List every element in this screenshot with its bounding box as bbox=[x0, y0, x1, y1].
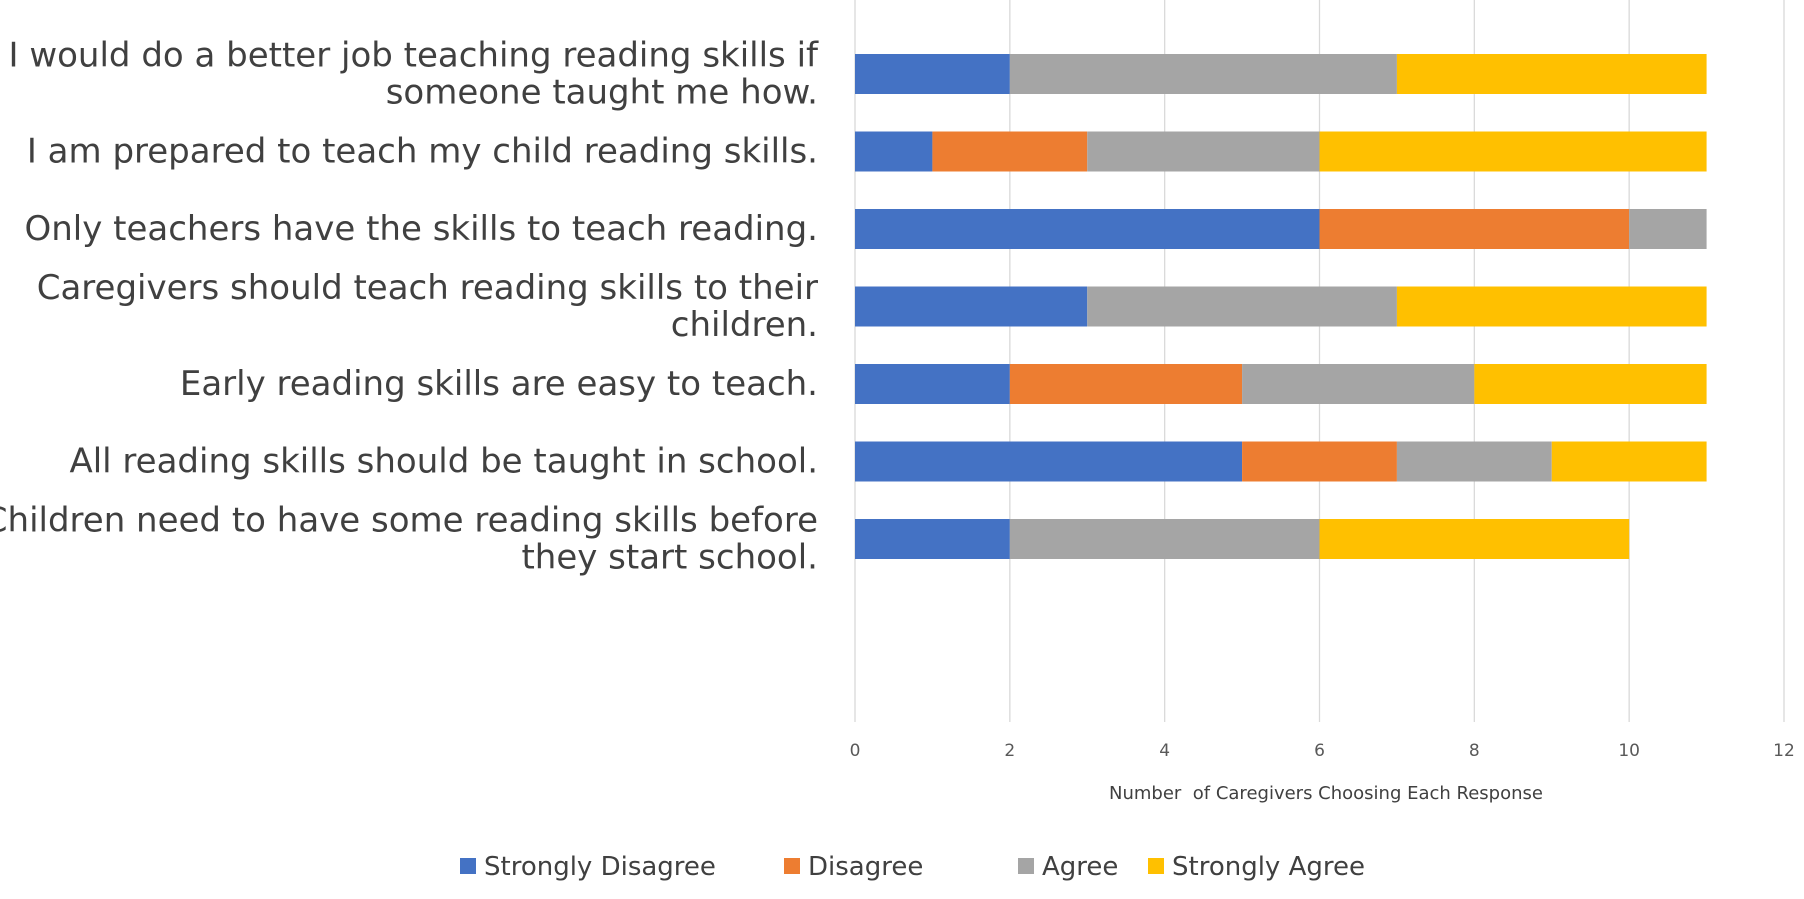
bar-segment bbox=[855, 441, 1243, 482]
category-label: Only teachers have the skills to teach r… bbox=[24, 209, 818, 249]
category-label-line: Early reading skills are easy to teach. bbox=[180, 364, 818, 404]
category-label: I am prepared to teach my child reading … bbox=[27, 132, 818, 172]
x-axis-title: Number of Caregivers Choosing Each Respo… bbox=[1109, 783, 1543, 804]
bar-segment bbox=[1319, 131, 1707, 172]
category-label: All reading skills should be taught in s… bbox=[69, 442, 818, 482]
bar-segment bbox=[1474, 364, 1707, 404]
legend: Strongly Disagree Disagree Agree Strongly A… bbox=[460, 852, 1365, 882]
category-label-line: Only teachers have the skills to teach r… bbox=[24, 209, 818, 249]
bar-segment bbox=[855, 519, 1010, 559]
bar-segment bbox=[1551, 441, 1707, 482]
bar-segment bbox=[855, 131, 933, 172]
bars bbox=[855, 54, 1707, 559]
bar-segment bbox=[855, 286, 1088, 327]
bar-segment bbox=[1087, 286, 1397, 327]
x-tick-label: 6 bbox=[1314, 741, 1325, 761]
category-label-line: All reading skills should be taught in s… bbox=[69, 442, 818, 482]
bar-segment bbox=[855, 54, 1010, 94]
bar-segment bbox=[1009, 519, 1320, 559]
x-tick-label: 10 bbox=[1618, 741, 1640, 761]
bar-segment bbox=[932, 131, 1088, 172]
category-label-line: I am prepared to teach my child reading … bbox=[27, 132, 818, 172]
bar-segment bbox=[1396, 54, 1707, 94]
category-labels: I would do a better job teaching reading… bbox=[0, 36, 819, 578]
category-label-line: I would do a better job teaching reading… bbox=[8, 36, 819, 76]
legend-swatch bbox=[1018, 858, 1034, 874]
category-label: Caregivers should teach reading skills t… bbox=[37, 268, 818, 345]
x-tick-label: 2 bbox=[1004, 741, 1015, 761]
legend-label: Disagree bbox=[808, 852, 923, 882]
category-label-line: someone taught me how. bbox=[386, 73, 818, 113]
bar-segment bbox=[1319, 519, 1630, 559]
bar-segment bbox=[1009, 364, 1243, 404]
bar-segment bbox=[1087, 131, 1320, 172]
x-tick-label: 8 bbox=[1469, 741, 1480, 761]
bar-segment bbox=[1242, 441, 1397, 482]
bar-segment bbox=[1009, 54, 1397, 94]
x-tick-label: 0 bbox=[850, 741, 861, 761]
category-label: Early reading skills are easy to teach. bbox=[180, 364, 818, 404]
legend-swatch bbox=[1148, 858, 1164, 874]
bar-segment bbox=[1242, 364, 1475, 404]
bar-segment bbox=[1319, 209, 1630, 249]
legend-label: Agree bbox=[1042, 852, 1118, 882]
x-tick-label: 4 bbox=[1159, 741, 1170, 761]
bar-segment bbox=[855, 364, 1010, 404]
category-label: Children need to have some reading skill… bbox=[0, 501, 818, 578]
x-tick-labels: 0 2 4 6 8 10 12 bbox=[850, 741, 1795, 761]
category-label: I would do a better job teaching reading… bbox=[8, 36, 819, 113]
category-label-line: children. bbox=[671, 305, 818, 345]
bar-segment bbox=[855, 209, 1320, 249]
bar-segment bbox=[1629, 209, 1707, 249]
bar-segment bbox=[1396, 441, 1552, 482]
gridlines bbox=[854, 0, 1785, 722]
legend-swatch bbox=[460, 858, 476, 874]
x-tick-label: 12 bbox=[1773, 741, 1795, 761]
legend-label: Strongly Disagree bbox=[484, 852, 716, 882]
category-label-line: they start school. bbox=[521, 538, 818, 578]
category-label-line: Caregivers should teach reading skills t… bbox=[37, 268, 818, 308]
legend-swatch bbox=[784, 858, 800, 874]
legend-label: Strongly Agree bbox=[1172, 852, 1365, 882]
category-label-line: Children need to have some reading skill… bbox=[0, 501, 818, 541]
bar-segment bbox=[1396, 286, 1707, 327]
